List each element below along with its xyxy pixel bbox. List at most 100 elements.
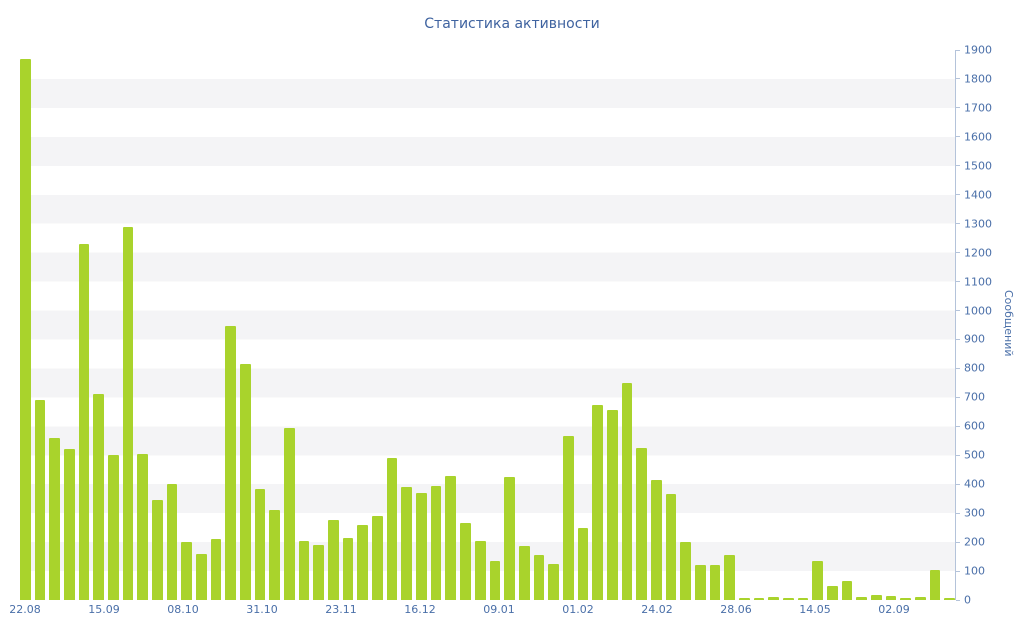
- bar: [944, 597, 955, 600]
- y-tick-label: 500: [964, 448, 985, 462]
- y-tick-label: 0: [964, 593, 971, 607]
- bar: [240, 364, 251, 600]
- y-tick-label: 200: [964, 535, 985, 549]
- bar: [34, 400, 46, 600]
- bar: [900, 597, 911, 600]
- bar: [181, 542, 193, 600]
- bar: [196, 553, 207, 600]
- x-tick-label: 22.08: [9, 603, 41, 616]
- bar: [592, 404, 603, 600]
- bar: [621, 382, 633, 600]
- y-tick-mark: [956, 483, 960, 485]
- bar: [856, 596, 867, 600]
- x-tick-label: 14.05: [799, 603, 831, 616]
- plot-area: [20, 50, 955, 600]
- bar: [768, 597, 779, 600]
- bar: [709, 565, 721, 600]
- y-tick-label: 600: [964, 419, 985, 433]
- y-tick-mark: [956, 599, 960, 601]
- bar: [680, 542, 691, 600]
- y-tick-label: 1300: [964, 217, 992, 231]
- bar: [504, 476, 515, 600]
- y-tick-mark: [956, 367, 960, 369]
- y-tick-mark: [956, 78, 960, 80]
- bar: [430, 485, 442, 600]
- bar: [386, 458, 398, 600]
- bar: [738, 597, 750, 600]
- x-axis: 22.08 15.09 08.10 31.10 23.11 16.12 09.01 01.02…: [9, 603, 955, 621]
- bar: [254, 488, 266, 600]
- y-tick-label: 1000: [964, 304, 992, 318]
- x-tick-label: 09.01: [483, 603, 515, 616]
- bar: [650, 479, 662, 600]
- bar: [474, 540, 486, 600]
- y-tick-mark: [956, 107, 960, 109]
- bar: [606, 410, 618, 600]
- bar: [841, 581, 853, 600]
- y-tick-mark: [956, 570, 960, 572]
- y-tick-label: 1200: [964, 246, 992, 260]
- x-tick-label: 15.09: [88, 603, 120, 616]
- bar: [64, 449, 75, 600]
- y-axis-title: Сообщений: [1002, 290, 1015, 357]
- x-tick-label: 31.10: [246, 603, 278, 616]
- bar: [342, 537, 354, 600]
- bar: [914, 597, 926, 600]
- bar: [93, 394, 105, 600]
- y-tick-mark: [956, 194, 960, 196]
- x-tick-label: 08.10: [167, 603, 199, 616]
- bars-container: [20, 50, 955, 600]
- bar: [166, 484, 178, 600]
- bar: [284, 427, 295, 600]
- bar: [665, 494, 677, 600]
- y-tick-label: 1600: [964, 130, 992, 144]
- bar: [108, 455, 119, 600]
- x-tick-label: 01.02: [562, 603, 594, 616]
- x-tick-label: 23.11: [325, 603, 357, 616]
- y-tick-mark: [956, 338, 960, 340]
- bar: [753, 597, 765, 600]
- bar: [782, 597, 794, 600]
- x-tick-label: 16.12: [404, 603, 436, 616]
- bar: [548, 563, 559, 600]
- y-tick-label: 1100: [964, 275, 992, 289]
- y-tick-mark: [956, 252, 960, 254]
- y-tick-label: 1700: [964, 101, 992, 115]
- y-tick-mark: [956, 396, 960, 398]
- bar: [636, 448, 647, 600]
- bar: [269, 510, 281, 600]
- chart-title: Статистика активности: [424, 16, 600, 32]
- bar: [210, 539, 222, 600]
- y-tick-mark: [956, 49, 960, 51]
- bar: [929, 569, 941, 600]
- bar: [577, 527, 589, 600]
- y-tick-label: 1900: [964, 43, 992, 57]
- bar: [357, 524, 369, 600]
- bar: [518, 546, 530, 600]
- bar: [885, 595, 897, 600]
- bar: [416, 492, 427, 600]
- bar: [152, 500, 163, 600]
- y-tick-mark: [956, 281, 960, 283]
- y-tick-mark: [956, 310, 960, 312]
- y-tick-mark: [956, 165, 960, 167]
- bar: [445, 475, 457, 600]
- y-tick-label: 1500: [964, 159, 992, 173]
- x-tick-label: 28.06: [720, 603, 752, 616]
- bar: [313, 545, 325, 600]
- x-tick-label: 02.09: [878, 603, 910, 616]
- bar: [870, 594, 882, 600]
- y-tick-label: 700: [964, 390, 985, 404]
- bar: [328, 520, 339, 600]
- bar: [489, 560, 501, 600]
- y-tick-label: 400: [964, 477, 985, 491]
- y-tick-mark: [956, 425, 960, 427]
- bar: [49, 437, 61, 600]
- bar: [694, 565, 706, 600]
- y-tick-label: 100: [964, 564, 985, 578]
- bar: [562, 436, 574, 600]
- y-tick-mark: [956, 223, 960, 225]
- y-tick-label: 900: [964, 332, 985, 346]
- y-tick-mark: [956, 136, 960, 138]
